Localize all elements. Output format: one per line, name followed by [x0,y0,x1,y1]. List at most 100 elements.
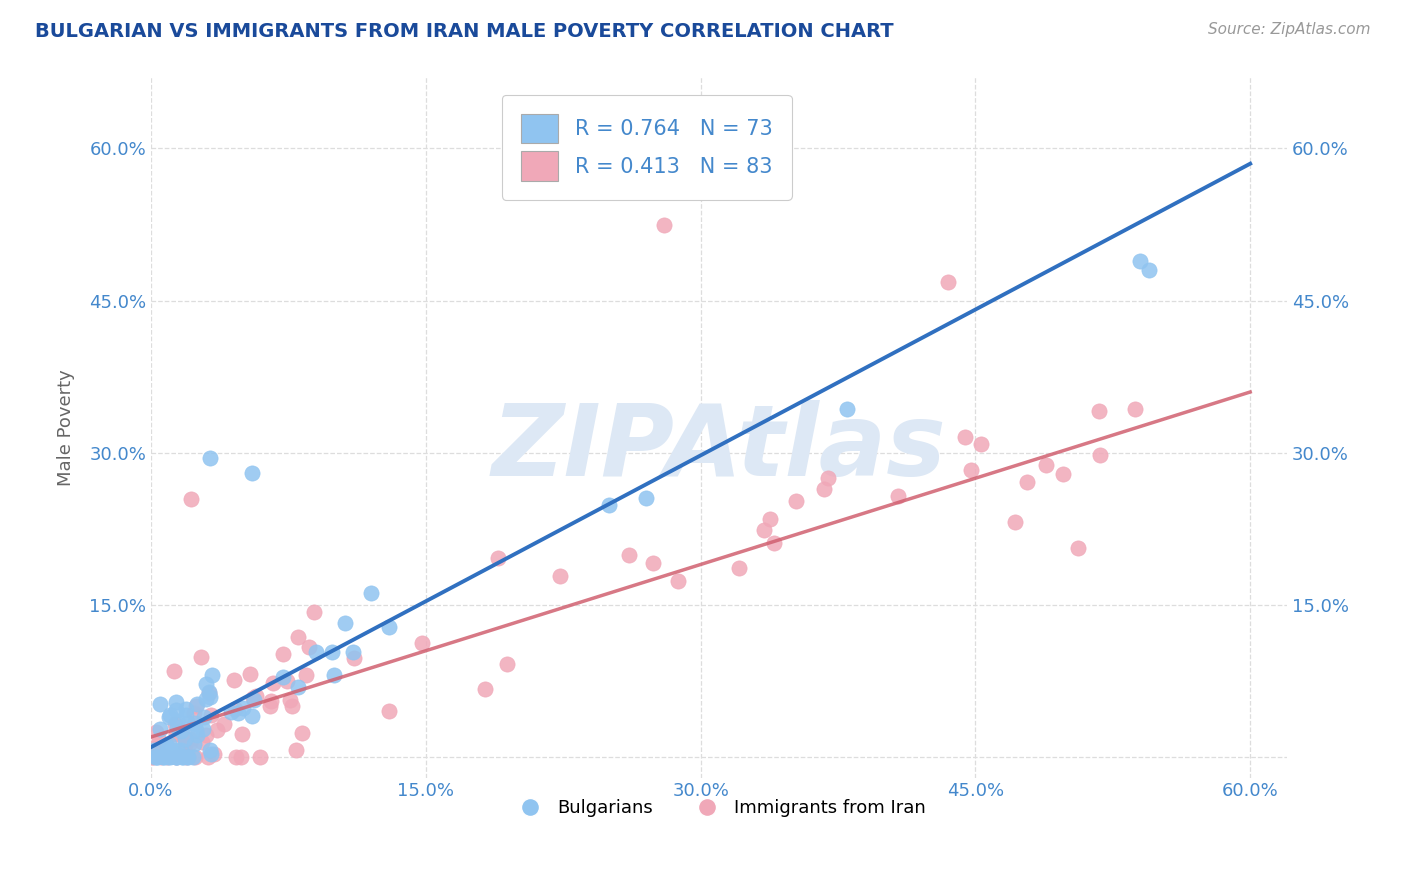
Point [149,750,172,764]
Point [1087,404,1109,418]
Point [271,647,294,661]
Point [278,693,301,707]
Point [305,645,328,659]
Point [183,750,205,764]
Point [377,704,399,718]
Point [205,723,228,737]
Point [174,738,197,752]
Point [198,686,221,700]
Point [1090,448,1112,462]
Point [323,668,346,682]
Point [276,673,298,688]
Point [239,666,262,681]
Point [170,743,193,757]
Point [166,750,188,764]
Point [762,536,785,550]
Point [202,747,225,761]
Point [224,702,246,716]
Point [290,726,312,740]
Point [176,750,198,764]
Point [145,750,167,764]
Point [172,750,194,764]
Point [143,740,166,755]
Point [174,707,197,722]
Point [1035,458,1057,473]
Point [321,645,343,659]
Point [259,698,281,713]
Point [163,664,186,678]
Point [333,615,356,630]
Point [198,690,221,704]
Point [652,218,675,232]
Point [176,750,198,764]
Point [260,694,283,708]
Point [245,690,267,704]
Point [953,430,976,444]
Point [146,750,169,764]
Point [166,703,188,717]
Point [1004,515,1026,529]
Point [166,743,188,757]
Point [174,702,197,716]
Point [758,511,780,525]
Point [727,560,749,574]
Point [186,697,208,711]
Point [177,716,200,731]
Point [186,728,208,742]
Point [281,699,304,714]
Point [183,737,205,751]
Point [165,750,187,764]
Point [173,731,195,746]
Point [198,450,221,465]
Point [145,725,167,739]
Point [1017,475,1039,489]
Point [226,706,249,720]
Point [149,697,172,711]
Point [157,750,180,764]
Point [153,750,176,764]
Point [411,636,433,650]
Point [157,737,180,751]
Point [156,739,179,753]
Point [166,714,188,729]
Point [184,698,207,713]
Point [752,523,775,537]
Point [617,548,640,562]
Point [224,673,246,687]
Point [179,736,201,750]
Point [287,680,309,694]
Point [159,750,181,764]
Point [157,742,180,756]
Point [184,723,207,738]
Point [195,691,218,706]
Point [165,750,187,764]
Point [145,750,167,764]
Point [160,748,183,763]
Point [157,710,180,724]
Point [249,750,271,764]
Point [212,717,235,731]
Point [474,681,496,696]
Point [172,750,194,764]
Point [837,402,859,417]
Point [378,620,401,634]
Point [263,676,285,690]
Point [287,630,309,644]
Point [198,743,221,757]
Point [295,667,318,681]
Point [165,695,187,709]
Point [666,574,689,589]
Point [785,494,807,508]
Point [149,746,172,760]
Point [936,276,959,290]
Point [360,586,382,600]
Point [225,750,247,764]
Point [634,491,657,506]
Point [298,640,321,654]
Point [195,728,218,742]
Point [195,677,218,691]
Point [643,556,665,570]
Point [1123,402,1146,417]
Text: Source: ZipAtlas.com: Source: ZipAtlas.com [1208,22,1371,37]
Text: ZIPAtlas: ZIPAtlas [492,400,946,497]
